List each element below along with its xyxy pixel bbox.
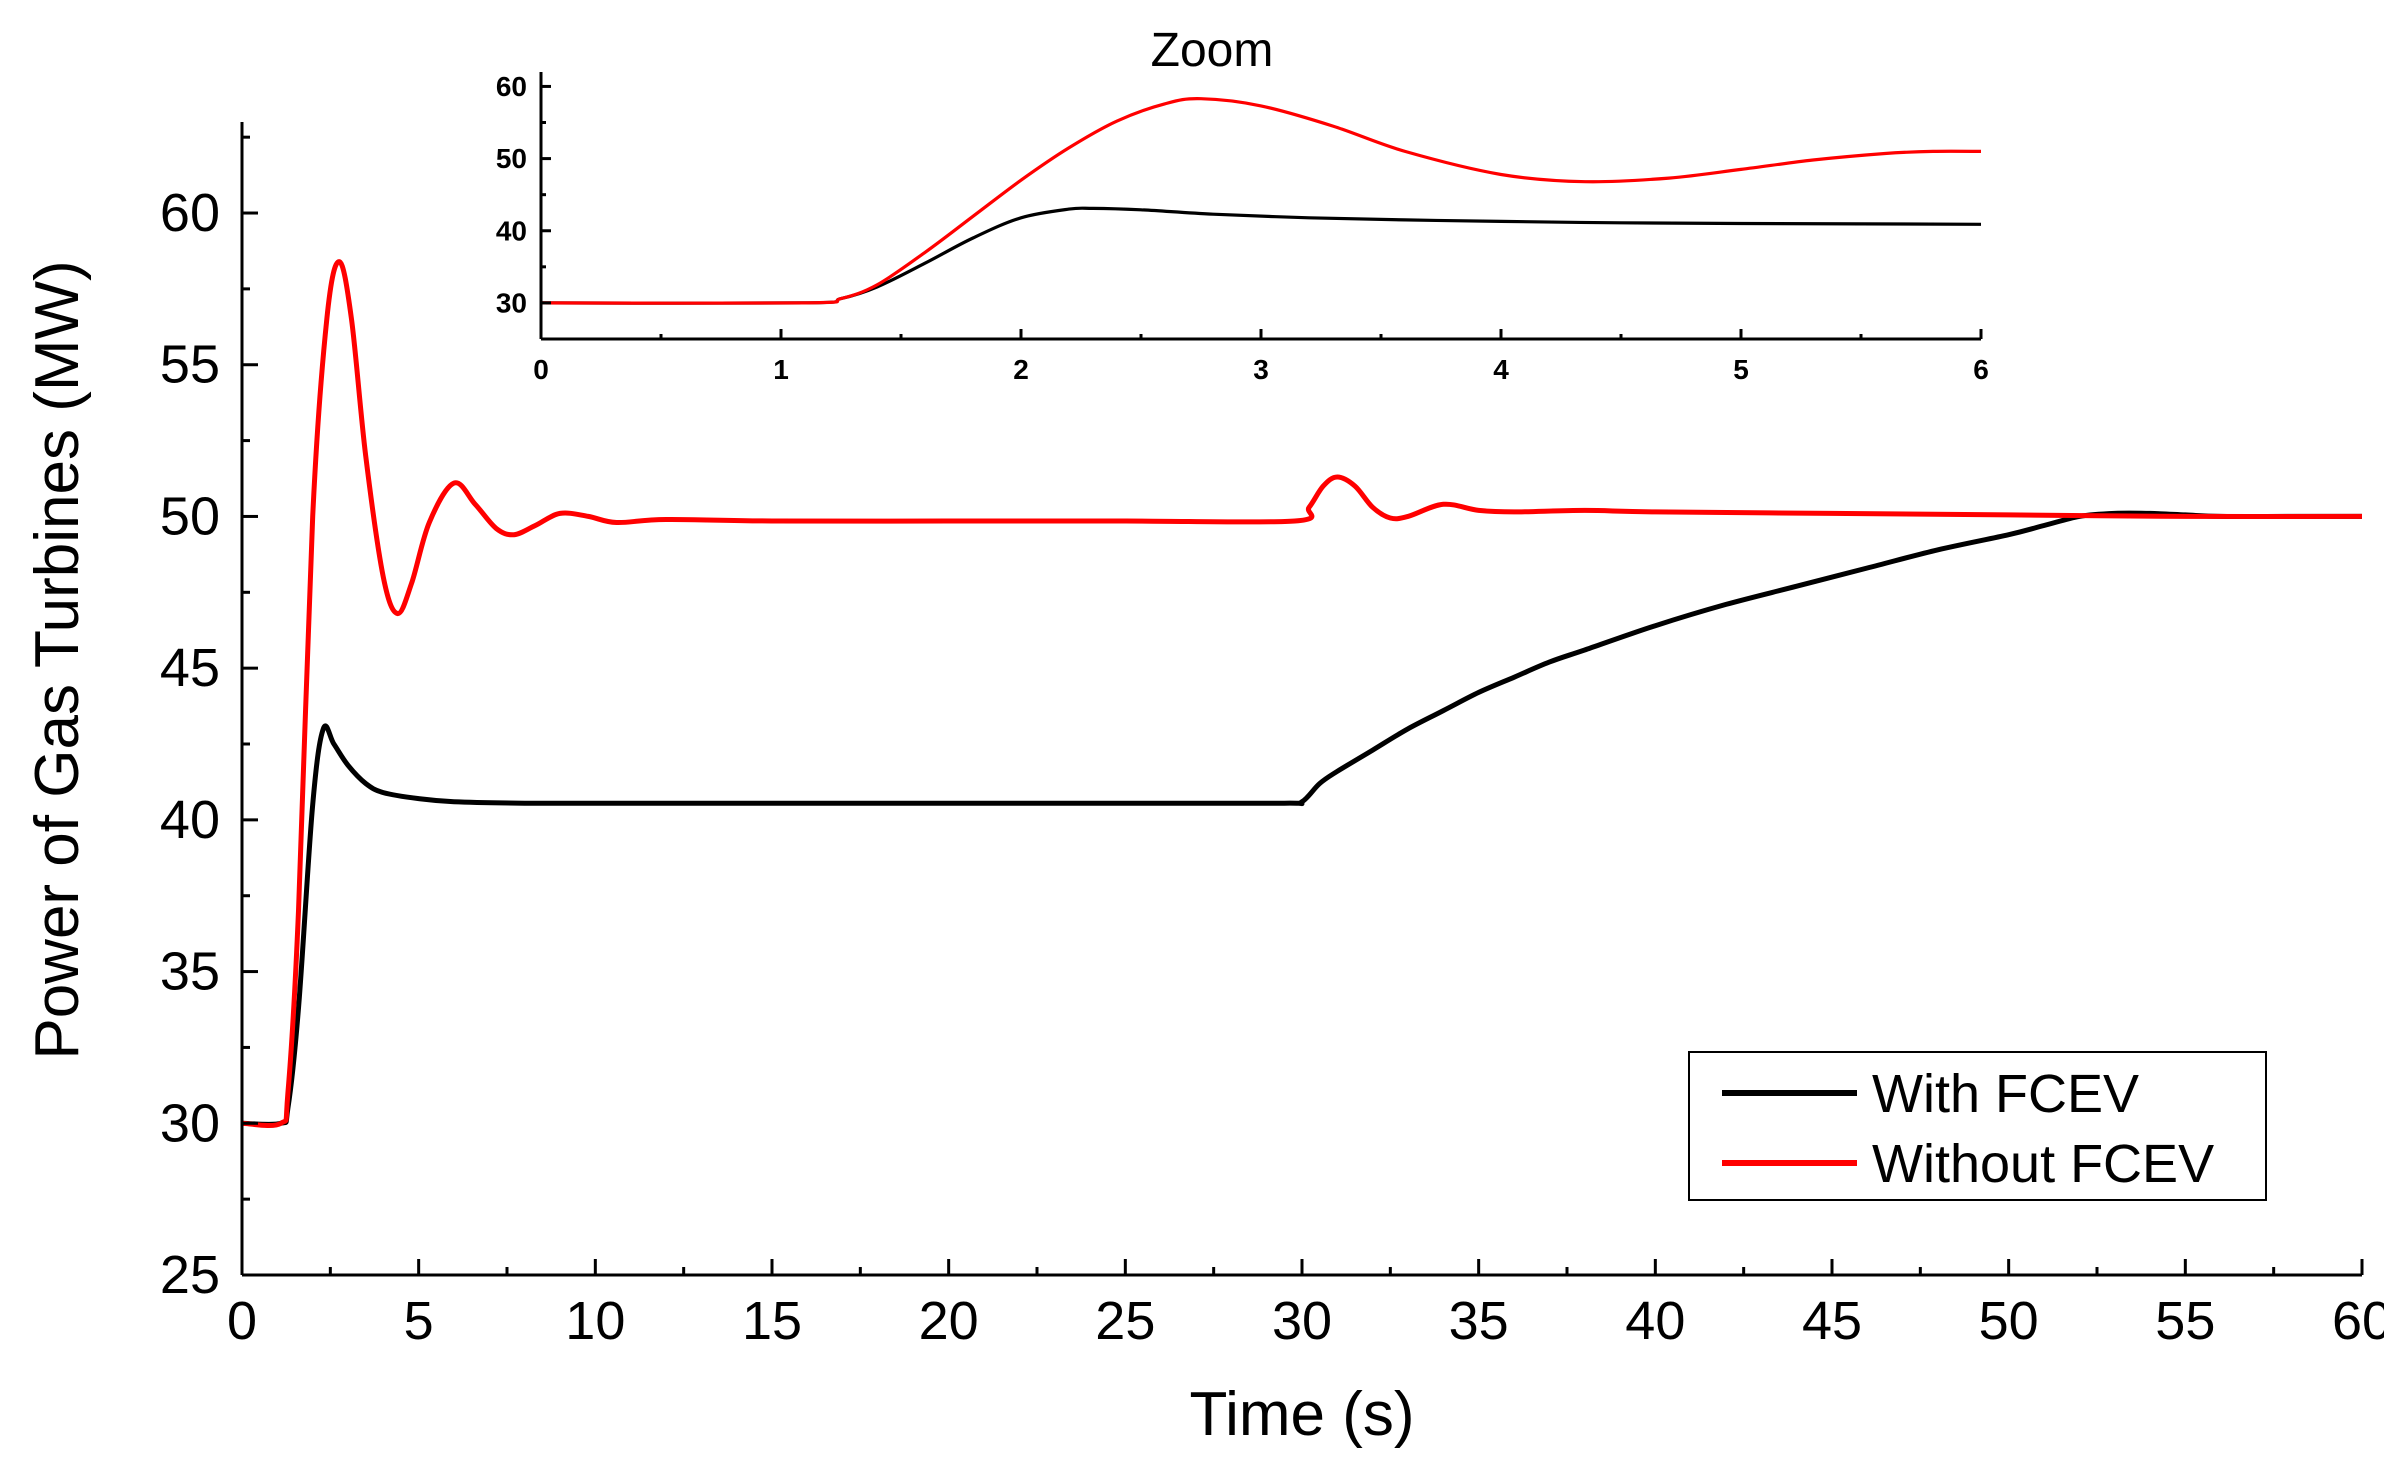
inset-y-tick-label: 30 [496,287,527,318]
inset-x-tick-label: 6 [1973,354,1989,385]
inset-series-without-fcev [540,97,1982,305]
main-y-tick-label: 55 [160,335,220,395]
main-x-tick-label: 55 [2155,1291,2215,1351]
legend: With FCEV Without FCEV [1688,1051,2267,1201]
main-series-with-fcev [241,510,2362,1127]
inset-x-tick-label: 5 [1733,354,1749,385]
main-x-tick-label: 60 [2332,1291,2384,1351]
inset-x-tick-label: 4 [1493,354,1509,385]
main-series-without-fcev [241,259,2363,1128]
legend-box [1688,1051,2267,1201]
inset-y-ticks: 30 40 50 60 [496,71,551,318]
inset-x-tick-label: 0 [533,354,549,385]
main-y-tick-label: 60 [160,183,220,243]
main-x-tick-label: 10 [565,1291,625,1351]
inset-x-tick-label: 3 [1253,354,1269,385]
inset-y-tick-label: 60 [496,71,527,102]
main-x-axis-title: Time (s) [1190,1380,1415,1449]
inset-y-tick-label: 50 [496,143,527,174]
inset-chart: Zoom 0 1 2 3 4 5 6 30 40 50 60 [496,24,1989,385]
main-x-tick-label: 5 [404,1291,434,1351]
inset-title: Zoom [1151,24,1274,77]
main-y-tick-label: 45 [160,638,220,698]
main-y-ticks: 25 30 35 40 45 50 55 60 [160,135,258,1305]
legend-label-with-fcev: With FCEV [1872,1064,2139,1124]
main-x-tick-label: 35 [1449,1291,1509,1351]
main-chart: 0 5 10 15 20 25 30 35 40 45 50 55 60 253035404550556… [23,122,2384,1449]
main-y-tick-label: 25 [160,1245,220,1305]
main-x-tick-label: 20 [919,1291,979,1351]
inset-x-tick-label: 1 [773,354,789,385]
main-x-tick-label: 15 [742,1291,802,1351]
main-y-tick-label: 35 [160,942,220,1002]
main-x-tick-label: 0 [227,1291,257,1351]
inset-y-tick-label: 40 [496,215,527,246]
main-series-group [241,259,2363,1128]
main-x-tick-label: 30 [1272,1291,1332,1351]
inset-x-tick-label: 2 [1013,354,1029,385]
main-y-tick-label: 50 [160,486,220,546]
main-y-axis-title: Power of Gas Turbines (MW) [23,260,92,1059]
inset-x-ticks: 0 1 2 3 4 5 6 [533,329,1989,385]
legend-label-without-fcev: Without FCEV [1872,1134,2214,1194]
main-x-tick-label: 45 [1802,1291,1862,1351]
main-x-tick-label: 25 [1095,1291,1155,1351]
main-x-tick-label: 40 [1625,1291,1685,1351]
inset-series-with-fcev [540,206,1982,305]
inset-series-group [540,97,1982,305]
main-y-tick-label: 40 [160,790,220,850]
main-y-tick-label: 30 [160,1093,220,1153]
main-x-ticks: 0 5 10 15 20 25 30 35 40 45 50 55 60 [227,1259,2384,1351]
main-x-tick-label: 50 [1979,1291,2039,1351]
